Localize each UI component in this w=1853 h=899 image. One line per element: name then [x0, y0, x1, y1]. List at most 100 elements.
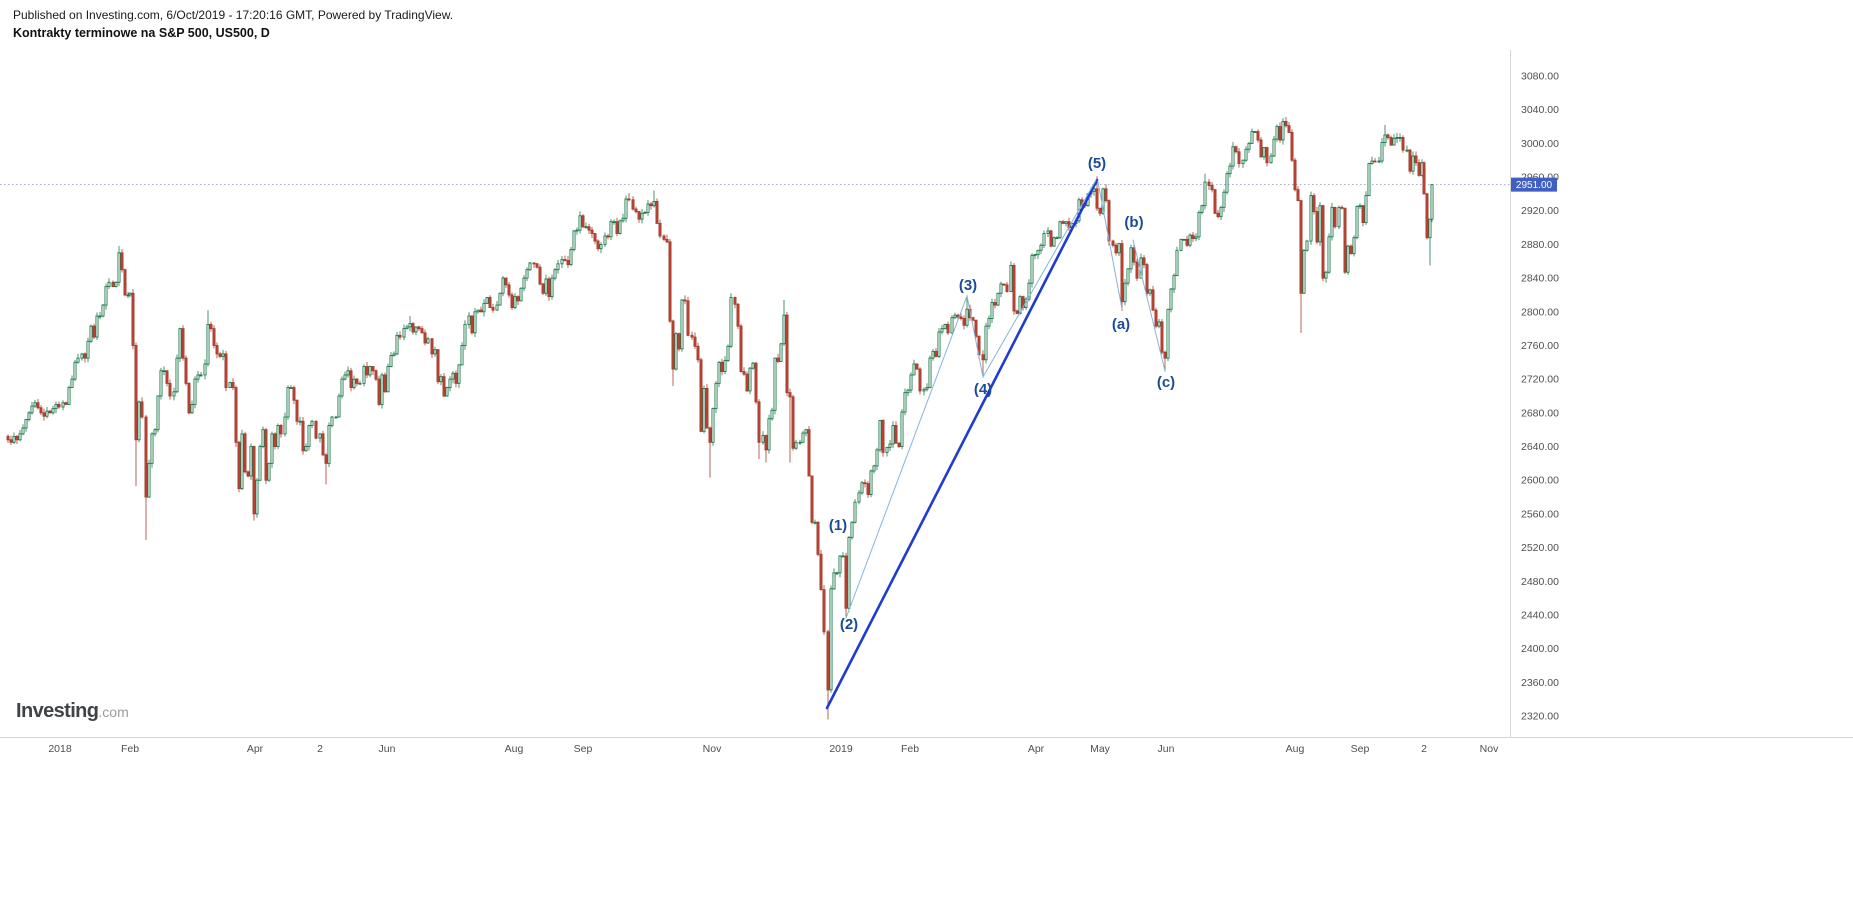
candle — [869, 469, 873, 498]
candle — [857, 489, 861, 505]
candle-body — [144, 416, 148, 498]
candle — [1061, 219, 1065, 225]
candle-body — [1009, 265, 1013, 293]
candle-body — [137, 401, 141, 441]
candle-body — [371, 366, 375, 372]
candle — [1241, 159, 1245, 168]
candle — [885, 446, 889, 457]
candle — [819, 549, 823, 591]
candle-body — [1299, 200, 1303, 294]
candle — [196, 370, 200, 383]
candle-body — [1166, 308, 1170, 359]
candle — [178, 327, 182, 362]
candle — [599, 242, 603, 254]
candle — [788, 388, 792, 463]
wave-label[interactable]: (1) — [829, 517, 847, 534]
candle — [61, 400, 65, 411]
investing-logo[interactable]: Investing.com — [16, 700, 129, 723]
candle-body — [83, 353, 87, 359]
candle — [144, 415, 148, 540]
time-axis-label: Feb — [901, 743, 919, 755]
candle-body — [1383, 134, 1387, 143]
candle-body — [1253, 131, 1257, 133]
candle-body — [433, 349, 437, 355]
candle-body — [788, 392, 792, 398]
candle — [838, 555, 842, 578]
candle — [301, 417, 305, 455]
candle — [624, 195, 628, 223]
wave-label[interactable]: (a) — [1112, 316, 1130, 333]
candle — [209, 321, 213, 332]
candle-body — [147, 462, 151, 498]
price-axis[interactable]: 3080.003040.003000.002960.002920.002880.… — [1521, 71, 1559, 723]
candle — [451, 371, 455, 384]
candle-body — [990, 302, 994, 319]
wave-label[interactable]: (5) — [1088, 155, 1106, 172]
time-axis-label: Aug — [1286, 743, 1305, 755]
candle-body — [553, 269, 557, 279]
candle-body — [578, 215, 582, 231]
candle-body — [92, 325, 96, 338]
candle — [990, 298, 994, 323]
candle — [1330, 202, 1334, 241]
candle-body — [1364, 195, 1368, 223]
candle-body — [61, 402, 65, 408]
candle — [346, 366, 350, 378]
candle-body — [624, 198, 628, 219]
candle-body — [1117, 243, 1121, 254]
wave-label[interactable]: (4) — [974, 381, 992, 398]
candle-body — [131, 292, 135, 346]
candle-body — [1265, 147, 1269, 164]
candle-body — [810, 475, 814, 523]
candle-body — [918, 368, 922, 392]
candle — [1281, 118, 1285, 145]
candle-body — [1123, 282, 1127, 303]
wave-label[interactable]: (2) — [840, 616, 858, 633]
wave-label[interactable]: (b) — [1124, 214, 1143, 231]
candle-body — [1135, 261, 1139, 279]
candle-body — [224, 353, 228, 389]
candle — [699, 357, 703, 433]
price-axis-label: 2360.00 — [1521, 677, 1559, 689]
candle-body — [439, 376, 443, 383]
candle-body — [974, 319, 978, 337]
candle-body — [621, 217, 625, 222]
candle — [1377, 156, 1381, 164]
candle-body — [402, 328, 406, 338]
candle-body — [123, 269, 127, 296]
wave-label[interactable]: (3) — [959, 277, 977, 294]
candle-body — [411, 323, 415, 333]
candle — [1337, 205, 1341, 229]
time-axis[interactable]: 2018 Feb Apr 2 Jun Aug Sep Nov 2019 Feb Apr May Jun A… — [48, 743, 1499, 755]
candle-body — [720, 361, 724, 373]
candle — [137, 400, 141, 443]
candle — [1340, 205, 1344, 210]
candle — [547, 276, 551, 301]
candle — [773, 357, 777, 415]
candle-body — [816, 521, 820, 555]
candle-body — [33, 402, 37, 407]
impulse-trendline[interactable] — [825, 178, 1099, 710]
candle-body — [1315, 211, 1319, 243]
wave-trendline[interactable] — [845, 179, 1097, 619]
candle — [39, 405, 43, 416]
candle — [1414, 151, 1418, 167]
candle-body — [495, 304, 499, 311]
candle — [662, 234, 666, 242]
candle — [984, 322, 988, 364]
candle-body — [86, 340, 90, 359]
time-axis-label: Nov — [703, 743, 722, 755]
candle-body — [1395, 137, 1399, 139]
candle-body — [24, 419, 28, 429]
candle-body — [658, 222, 662, 237]
wave-label[interactable]: (c) — [1157, 374, 1175, 391]
candle-body — [1422, 162, 1426, 195]
candle-body — [593, 233, 597, 242]
wave-trendline[interactable] — [1132, 239, 1166, 372]
wave-trendline[interactable] — [1097, 181, 1123, 310]
candle — [785, 312, 789, 397]
candle — [751, 361, 755, 370]
candle-body — [872, 465, 876, 472]
candle — [267, 462, 271, 482]
